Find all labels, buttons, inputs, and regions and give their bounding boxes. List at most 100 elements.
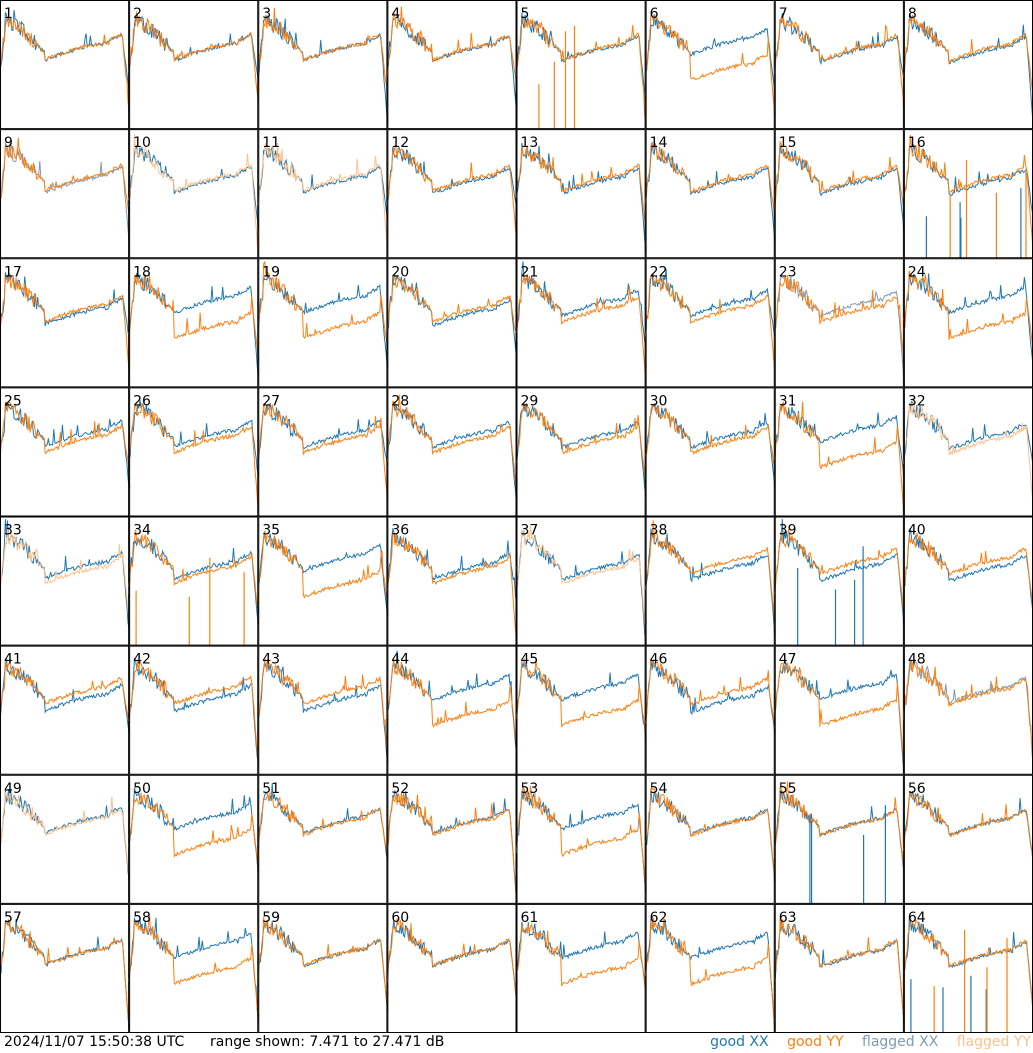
panel-label-29: 29	[521, 393, 539, 409]
panel-1: 1	[0, 0, 130, 130]
series-flagged-yy-panel-49	[0, 790, 130, 877]
panel-border-59	[258, 903, 388, 1033]
panel-label-37: 37	[521, 523, 539, 539]
series-good-xx-panel-42	[128, 657, 259, 762]
series-good-xx-panel-41	[0, 658, 130, 733]
panel-37: 37	[516, 516, 647, 646]
series-good-yy-panel-17	[0, 273, 130, 371]
panel-35: 35	[257, 516, 388, 646]
panel-label-16: 16	[908, 135, 926, 151]
panel-label-27: 27	[262, 393, 280, 409]
spike-yy-panel-16	[949, 160, 1027, 259]
panel-2: 2	[128, 0, 259, 130]
panel-9: 9	[0, 129, 130, 259]
panel-label-13: 13	[521, 135, 539, 151]
panel-border-23	[774, 258, 904, 388]
panel-label-41: 41	[4, 652, 22, 668]
panel-border-29	[516, 387, 646, 517]
panel-label-4: 4	[391, 6, 400, 22]
series-flagged-yy-panel-10	[128, 134, 259, 258]
panel-label-58: 58	[133, 910, 151, 926]
series-good-yy-panel-28	[386, 394, 517, 493]
series-good-xx-panel-2	[128, 14, 259, 83]
series-good-yy-panel-59	[257, 917, 388, 1009]
series-good-xx-panel-45	[516, 661, 647, 743]
panel-label-31: 31	[779, 393, 797, 409]
panel-11: 11	[257, 129, 388, 259]
series-good-xx-panel-61	[516, 921, 647, 989]
series-good-yy-panel-61	[516, 922, 647, 992]
panel-border-43	[258, 645, 388, 775]
panel-19: 19	[257, 258, 388, 388]
panel-border-13	[516, 129, 646, 259]
panel-border-15	[774, 129, 904, 259]
legend-flagged-xx: flagged XX	[862, 1034, 939, 1050]
panel-border-20	[387, 258, 517, 388]
series-good-yy-panel-31	[774, 401, 905, 514]
panel-border-6	[645, 0, 775, 130]
panel-border-49	[0, 774, 130, 904]
series-good-yy-panel-62	[645, 917, 776, 1032]
series-good-xx-panel-43	[257, 660, 388, 762]
panel-24: 24	[903, 258, 1033, 388]
series-good-yy-panel-24	[903, 270, 1033, 350]
panel-6: 6	[645, 0, 776, 130]
series-good-yy-panel-25	[0, 401, 130, 471]
series-good-yy-panel-55	[774, 781, 905, 871]
panel-40: 40	[903, 516, 1033, 646]
legend-good-yy: good YY	[787, 1034, 844, 1050]
series-good-yy-panel-14	[645, 141, 776, 220]
series-flagged-xx-panel-23	[774, 275, 905, 377]
panel-border-33	[0, 516, 130, 646]
panel-border-8	[903, 0, 1033, 130]
series-good-yy-panel-1	[0, 16, 130, 113]
panel-32: 32	[903, 387, 1033, 517]
series-good-yy-panel-16	[903, 134, 1033, 251]
panel-border-10	[129, 129, 259, 259]
panel-label-57: 57	[4, 910, 22, 926]
series-good-xx-panel-32	[903, 401, 1033, 467]
panel-label-5: 5	[521, 6, 530, 22]
panel-label-38: 38	[650, 523, 668, 539]
panel-label-36: 36	[391, 523, 409, 539]
panel-label-55: 55	[779, 781, 797, 797]
panel-border-45	[516, 645, 646, 775]
series-good-yy-panel-5	[516, 16, 647, 128]
panel-41: 41	[0, 645, 130, 775]
panel-55: 55	[774, 774, 905, 904]
panel-border-57	[0, 903, 130, 1033]
series-good-yy-panel-30	[645, 403, 776, 472]
panel-label-10: 10	[133, 135, 151, 151]
panel-border-35	[258, 516, 388, 646]
panel-border-11	[258, 129, 388, 259]
panel-border-51	[258, 774, 388, 904]
series-good-yy-panel-6	[645, 12, 776, 115]
panel-label-7: 7	[779, 6, 788, 22]
series-good-xx-panel-10	[128, 144, 259, 228]
series-good-xx-panel-4	[386, 14, 517, 113]
panel-border-30	[645, 387, 775, 517]
panel-54: 54	[645, 774, 776, 904]
panel-label-25: 25	[4, 393, 22, 409]
panel-4: 4	[386, 0, 517, 130]
series-flagged-yy-panel-33	[0, 528, 130, 622]
panel-51: 51	[257, 774, 388, 904]
series-good-yy-panel-60	[386, 918, 517, 999]
series-good-yy-panel-51	[257, 792, 388, 857]
panel-border-27	[258, 387, 388, 517]
series-good-yy-panel-3	[257, 7, 388, 97]
panel-label-49: 49	[4, 781, 22, 797]
panel-label-43: 43	[262, 652, 280, 668]
panel-57: 57	[0, 903, 130, 1033]
panel-label-53: 53	[521, 781, 539, 797]
series-good-xx-panel-63	[774, 920, 905, 1022]
panel-13: 13	[516, 129, 647, 259]
panel-12: 12	[386, 129, 517, 259]
series-good-yy-panel-46	[645, 657, 776, 726]
series-good-xx-panel-15	[774, 143, 905, 231]
series-good-yy-panel-54	[645, 787, 776, 878]
panel-label-30: 30	[650, 393, 668, 409]
panel-label-40: 40	[908, 523, 926, 539]
series-good-yy-panel-12	[386, 144, 517, 239]
series-good-yy-panel-43	[257, 658, 388, 755]
